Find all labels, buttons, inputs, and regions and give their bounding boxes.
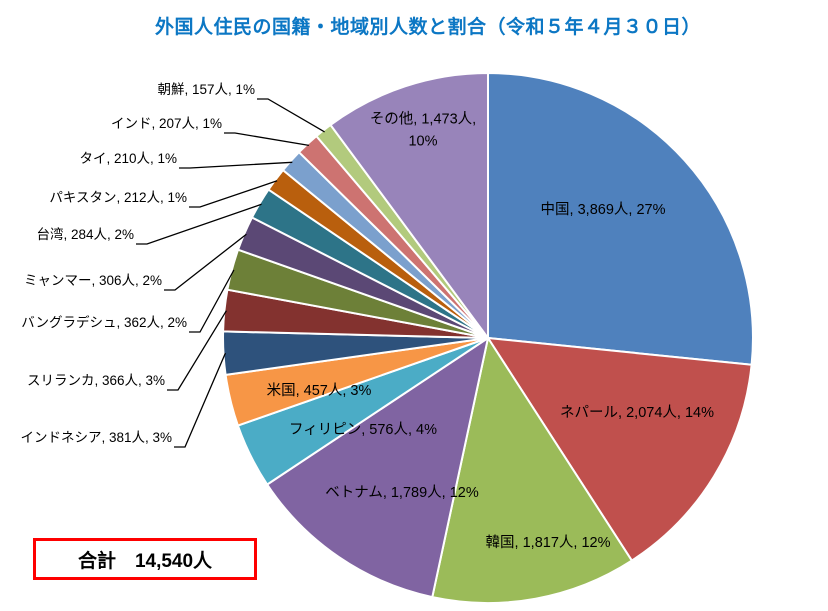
leader-line-朝鮮 bbox=[257, 98, 325, 133]
pie-slice-中国 bbox=[487, 72, 754, 366]
leader-line-台湾 bbox=[136, 203, 262, 245]
leader-line-スリランカ bbox=[167, 310, 227, 391]
total-box: 合計 14,540人 bbox=[33, 538, 257, 580]
leader-line-ミャンマー bbox=[164, 233, 247, 291]
pie-slice-ベトナム bbox=[266, 337, 489, 599]
leader-line-タイ bbox=[179, 161, 293, 169]
leader-line-インドネシア bbox=[174, 352, 226, 448]
leader-line-バングラデシュ bbox=[189, 269, 235, 333]
pie-slice-ネパール bbox=[487, 337, 753, 562]
leader-line-パキスタン bbox=[189, 180, 278, 208]
leader-line-インド bbox=[224, 132, 310, 147]
total-label: 合計 14,540人 bbox=[77, 550, 213, 572]
chart-title: 外国人住民の国籍・地域別人数と割合（令和５年４月３０日） bbox=[154, 17, 701, 38]
pie-slice-韓国 bbox=[431, 337, 633, 604]
pie-slice-その他 bbox=[329, 72, 489, 339]
